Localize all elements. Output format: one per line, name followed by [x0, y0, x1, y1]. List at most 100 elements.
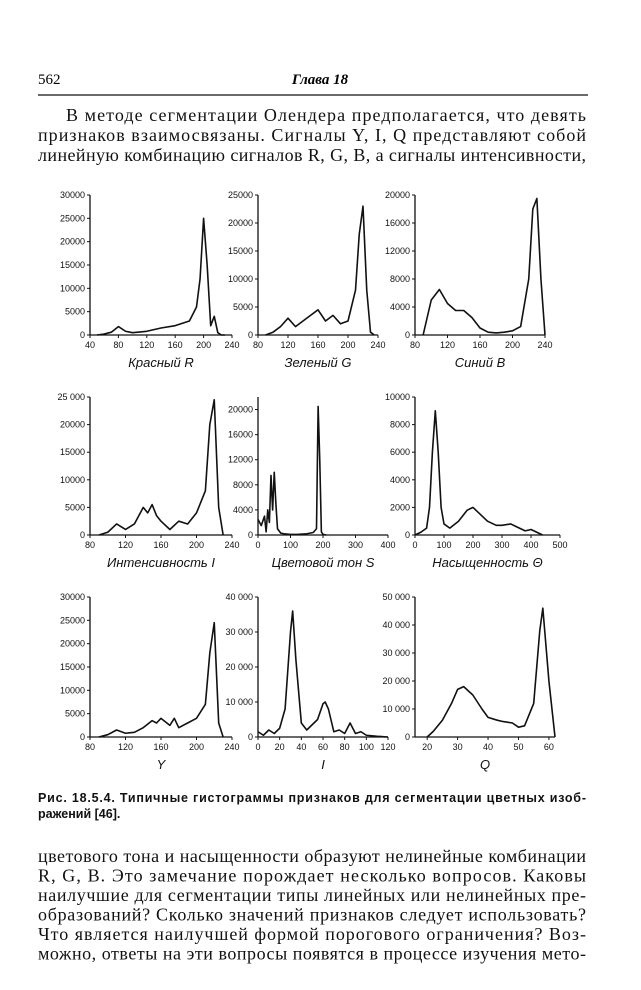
histogram-line	[257, 610, 389, 738]
x-tick-label: 20	[422, 742, 432, 752]
x-tick-label: 240	[370, 340, 385, 350]
x-tick-label: 40	[483, 742, 493, 752]
y-tick-label: 10000	[228, 274, 253, 284]
paragraph-line: R, G, B. Это замечание порождает несколь…	[38, 866, 586, 886]
y-tick-label: 0	[248, 732, 253, 742]
x-tick-label: 100	[436, 540, 451, 550]
x-tick-label: 40	[85, 340, 95, 350]
y-tick-label: 15000	[228, 246, 253, 256]
y-tick-label: 30000	[60, 190, 85, 200]
histogram-line	[426, 607, 556, 738]
chapter-title: Глава 18	[291, 72, 349, 88]
x-tick-label: 160	[153, 540, 168, 550]
y-tick-label: 10 000	[225, 697, 253, 707]
x-tick-label: 240	[224, 742, 239, 752]
figure-caption: ражений [46].	[38, 807, 120, 821]
y-tick-label: 20000	[60, 420, 85, 430]
y-tick-label: 10000	[60, 685, 85, 695]
x-tick-label: 160	[472, 340, 487, 350]
y-tick-label: 4000	[390, 302, 410, 312]
y-tick-label: 20000	[60, 237, 85, 247]
histogram-line	[257, 405, 327, 536]
y-tick-label: 5000	[65, 502, 85, 512]
x-tick-label: 200	[505, 340, 520, 350]
y-tick-label: 0	[248, 530, 253, 540]
x-tick-label: 0	[255, 540, 260, 550]
x-tick-label: 100	[359, 742, 374, 752]
paragraph-line: линейную комбинацию сигналов R, G, B, а …	[38, 145, 586, 165]
y-tick-label: 12000	[385, 246, 410, 256]
page-number: 562	[38, 72, 61, 88]
figure-caption: Рис. 18.5.4. Типичные гистограммы призна…	[38, 791, 586, 805]
x-tick-label: 240	[537, 340, 552, 350]
x-tick-label: 120	[280, 340, 295, 350]
x-tick-label: 80	[85, 540, 95, 550]
y-tick-label: 10000	[60, 475, 85, 485]
x-tick-label: 80	[410, 340, 420, 350]
x-tick-label: 80	[113, 340, 123, 350]
y-tick-label: 4000	[233, 505, 253, 515]
y-tick-label: 10 000	[382, 704, 410, 714]
x-axis-label: Цветовой тон S	[272, 555, 375, 570]
x-tick-label: 400	[380, 540, 395, 550]
y-tick-label: 20000	[228, 218, 253, 228]
x-tick-label: 160	[310, 340, 325, 350]
y-tick-label: 6000	[390, 447, 410, 457]
y-tick-label: 20000	[60, 639, 85, 649]
y-tick-label: 30000	[60, 592, 85, 602]
x-tick-label: 120	[139, 340, 154, 350]
y-tick-label: 5000	[233, 302, 253, 312]
x-tick-label: 120	[118, 742, 133, 752]
x-axis-label: Интенсивность I	[107, 555, 215, 570]
y-tick-label: 16000	[385, 218, 410, 228]
paragraph-line: наилучшие для сегментации типы линейных …	[38, 885, 586, 905]
y-tick-label: 25000	[60, 213, 85, 223]
x-tick-label: 240	[224, 540, 239, 550]
x-tick-label: 160	[168, 340, 183, 350]
x-tick-label: 80	[253, 340, 263, 350]
x-tick-label: 400	[523, 540, 538, 550]
y-tick-label: 0	[80, 330, 85, 340]
x-tick-label: 200	[196, 340, 211, 350]
y-tick-label: 20 000	[382, 676, 410, 686]
histogram-line	[96, 217, 225, 336]
y-tick-label: 20000	[228, 405, 253, 415]
x-tick-label: 120	[380, 742, 395, 752]
histogram-line	[422, 197, 546, 336]
y-tick-label: 5000	[65, 307, 85, 317]
y-tick-label: 4000	[390, 475, 410, 485]
y-tick-label: 8000	[390, 420, 410, 430]
x-axis-label: Y	[157, 757, 167, 772]
x-tick-label: 100	[283, 540, 298, 550]
y-tick-label: 15000	[60, 662, 85, 672]
paragraph-line: Что является наилучшей формой порогового…	[38, 924, 586, 944]
y-tick-label: 30 000	[382, 648, 410, 658]
histogram-line	[265, 205, 375, 336]
x-tick-label: 300	[494, 540, 509, 550]
y-tick-label: 15000	[60, 447, 85, 457]
y-tick-label: 30 000	[225, 627, 253, 637]
y-tick-label: 15000	[60, 260, 85, 270]
x-tick-label: 200	[189, 742, 204, 752]
y-tick-label: 0	[405, 330, 410, 340]
y-tick-label: 40 000	[382, 620, 410, 630]
x-tick-label: 500	[552, 540, 567, 550]
y-tick-label: 25000	[60, 615, 85, 625]
x-axis-label: Синий B	[455, 355, 506, 370]
x-tick-label: 60	[544, 742, 554, 752]
histogram-line	[414, 410, 543, 536]
x-axis-label: I	[321, 757, 325, 772]
paragraph-line: признаков взаимосвязаны. Сигналы Y, I, Q…	[38, 125, 586, 145]
y-tick-label: 2000	[390, 502, 410, 512]
x-tick-label: 0	[255, 742, 260, 752]
x-axis-label: Зеленый G	[284, 355, 351, 370]
x-tick-label: 160	[153, 742, 168, 752]
x-tick-label: 30	[453, 742, 463, 752]
y-tick-label: 20000	[385, 190, 410, 200]
y-tick-label: 10000	[385, 392, 410, 402]
x-axis-label: Q	[480, 757, 490, 772]
x-tick-label: 60	[318, 742, 328, 752]
y-tick-label: 25 000	[57, 392, 85, 402]
x-axis-label: Насыщенность Θ	[432, 555, 542, 570]
